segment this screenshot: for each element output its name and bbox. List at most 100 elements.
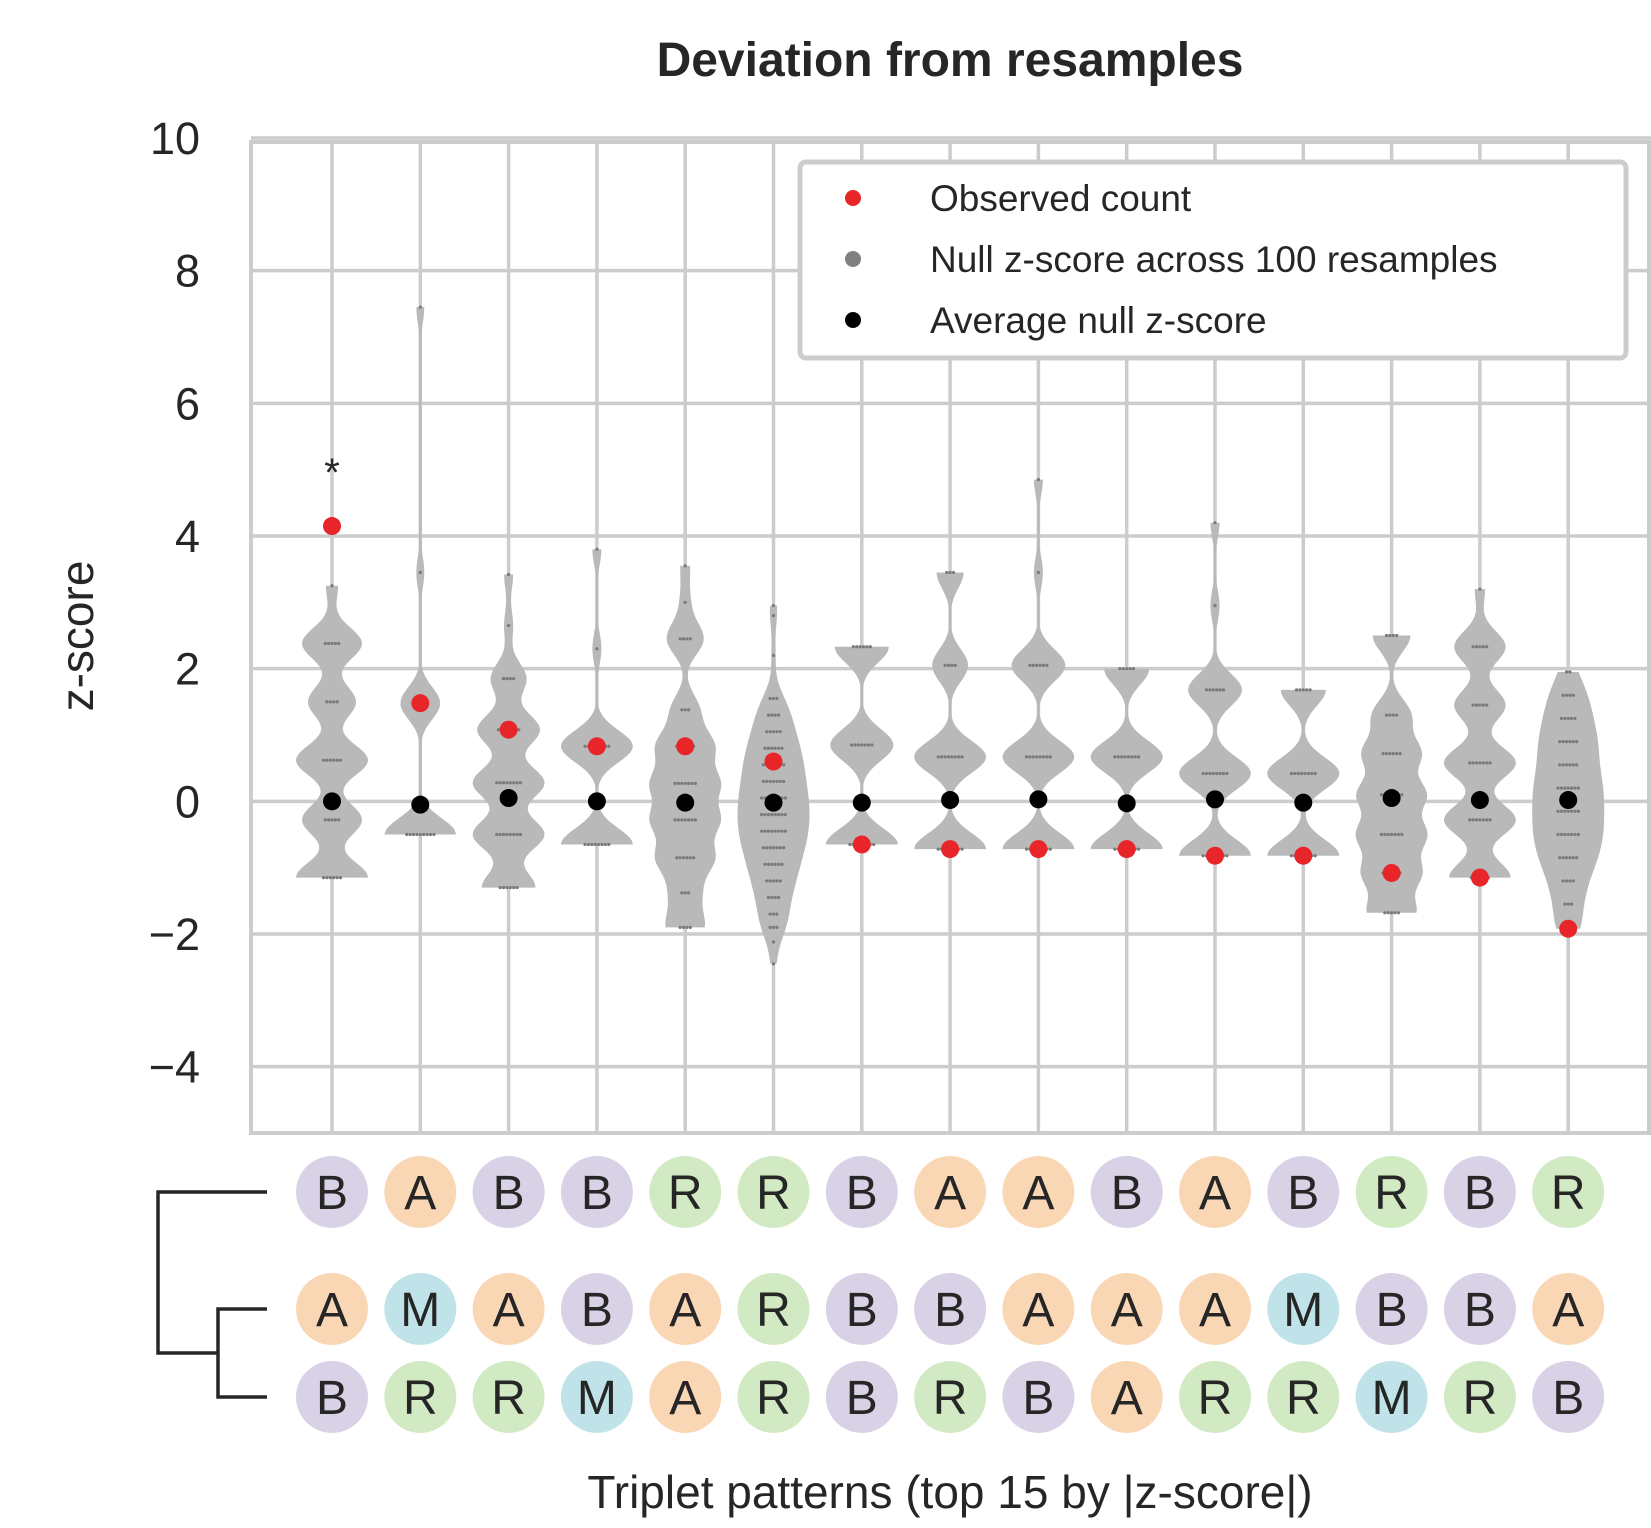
null-point bbox=[780, 829, 784, 833]
null-point bbox=[1386, 911, 1390, 915]
null-point bbox=[778, 779, 782, 784]
pattern-letter: M bbox=[1372, 1372, 1412, 1425]
null-point bbox=[1035, 755, 1039, 759]
observed-point bbox=[1029, 840, 1048, 859]
null-point bbox=[1568, 856, 1572, 860]
null-point bbox=[1576, 832, 1580, 837]
null-point bbox=[766, 813, 771, 817]
null-point bbox=[773, 746, 777, 750]
null-point bbox=[1481, 645, 1485, 649]
null-point bbox=[768, 730, 772, 734]
y-tick-label: 10 bbox=[150, 113, 200, 164]
null-point bbox=[495, 781, 499, 785]
pattern-letter: A bbox=[1111, 1284, 1143, 1337]
x-axis-label: Triplet patterns (top 15 by |z-score|) bbox=[587, 1466, 1312, 1518]
null-point bbox=[1478, 703, 1482, 707]
null-point bbox=[771, 940, 776, 944]
y-tick-label: 2 bbox=[175, 644, 200, 695]
null-point bbox=[1564, 693, 1569, 697]
null-point bbox=[1130, 755, 1134, 759]
null-point bbox=[1218, 771, 1222, 776]
null-point bbox=[1045, 755, 1049, 759]
null-point bbox=[778, 730, 782, 734]
null-point bbox=[515, 832, 519, 837]
null-point bbox=[685, 856, 689, 860]
null-point bbox=[1474, 645, 1479, 649]
violin bbox=[1443, 589, 1516, 878]
pattern-letter: B bbox=[1464, 1167, 1496, 1220]
null-point bbox=[321, 758, 326, 762]
null-point bbox=[960, 755, 964, 759]
pattern-letter: B bbox=[581, 1167, 613, 1220]
null-point bbox=[1133, 755, 1137, 759]
violin bbox=[1267, 689, 1340, 856]
null-point bbox=[593, 842, 597, 847]
average-point bbox=[1117, 794, 1136, 813]
null-point bbox=[1038, 663, 1042, 667]
null-point bbox=[1561, 740, 1565, 744]
observed-point bbox=[1382, 863, 1401, 882]
null-point bbox=[1481, 761, 1485, 765]
null-point bbox=[775, 779, 779, 784]
null-point bbox=[771, 604, 776, 608]
null-point bbox=[405, 832, 409, 837]
null-point bbox=[1306, 771, 1310, 776]
null-point bbox=[1558, 740, 1562, 744]
null-point bbox=[1208, 688, 1212, 692]
null-point bbox=[323, 818, 327, 822]
null-point bbox=[1116, 755, 1120, 759]
null-point bbox=[768, 779, 772, 784]
null-point bbox=[775, 730, 779, 734]
null-point bbox=[1225, 771, 1229, 776]
null-point bbox=[1123, 755, 1127, 759]
pattern-letter: A bbox=[1022, 1167, 1054, 1220]
null-point bbox=[1485, 645, 1489, 649]
pattern-circle bbox=[1532, 1361, 1605, 1433]
null-point bbox=[1137, 755, 1141, 759]
null-point bbox=[1564, 856, 1569, 860]
pattern-circle bbox=[1532, 1156, 1605, 1228]
null-point bbox=[325, 700, 329, 704]
pattern-letter: B bbox=[1287, 1167, 1319, 1220]
null-point bbox=[770, 895, 774, 900]
violin bbox=[914, 572, 987, 850]
null-point bbox=[1564, 879, 1569, 883]
null-point bbox=[778, 846, 782, 850]
null-point bbox=[777, 895, 781, 900]
pattern-letter: R bbox=[756, 1284, 791, 1337]
null-point bbox=[1383, 832, 1387, 837]
null-point bbox=[1215, 771, 1219, 776]
null-point bbox=[1128, 667, 1132, 671]
pattern-circle bbox=[560, 1361, 633, 1433]
null-point bbox=[763, 829, 767, 833]
null-point bbox=[1559, 786, 1563, 790]
null-point bbox=[1383, 911, 1387, 915]
null-point bbox=[768, 696, 772, 701]
average-point bbox=[1294, 793, 1313, 812]
y-tick-label: −2 bbox=[149, 909, 200, 960]
null-point bbox=[936, 755, 940, 759]
average-point bbox=[941, 791, 960, 810]
pattern-circle bbox=[472, 1156, 545, 1228]
null-point bbox=[1301, 688, 1305, 692]
null-point bbox=[335, 876, 339, 880]
null-point bbox=[512, 832, 516, 837]
null-point bbox=[1293, 771, 1297, 776]
pattern-circle bbox=[914, 1361, 987, 1433]
null-point bbox=[330, 641, 334, 646]
null-point bbox=[1384, 751, 1389, 756]
null-point bbox=[1566, 832, 1570, 837]
null-point bbox=[765, 879, 769, 883]
observed-point bbox=[411, 694, 430, 713]
null-point bbox=[680, 891, 684, 895]
null-point bbox=[1563, 902, 1567, 906]
null-point bbox=[507, 623, 511, 628]
null-point bbox=[432, 832, 436, 837]
violin bbox=[560, 549, 633, 845]
null-point bbox=[1568, 740, 1572, 744]
pattern-letter: R bbox=[1198, 1372, 1233, 1425]
null-point bbox=[872, 842, 876, 847]
null-point bbox=[683, 564, 687, 568]
null-point bbox=[763, 746, 767, 750]
null-point bbox=[507, 572, 511, 577]
